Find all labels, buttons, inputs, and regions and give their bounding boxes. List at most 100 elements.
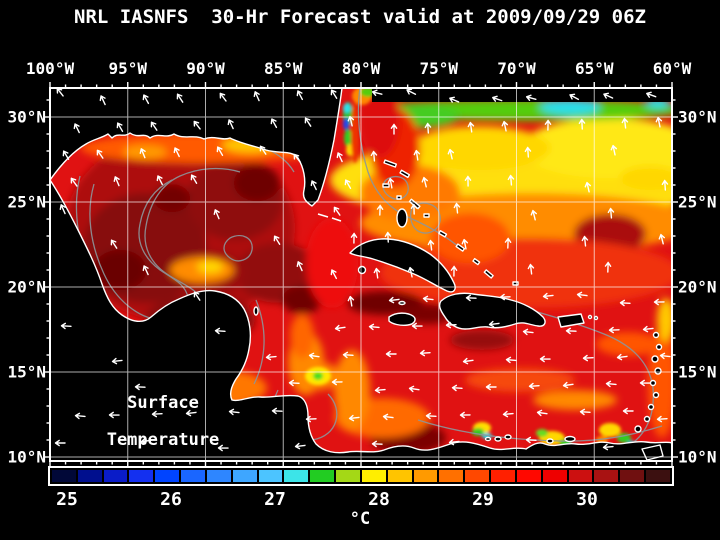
island	[253, 306, 259, 316]
wind-arrow-icon	[658, 233, 666, 245]
wind-arrow-icon	[581, 235, 589, 247]
wind-arrow-icon	[111, 357, 123, 365]
colorbar-swatch	[465, 470, 490, 482]
left-axis-label: 20°N	[7, 277, 46, 297]
wind-arrow-icon	[382, 413, 394, 421]
wind-arrow-icon	[288, 379, 300, 387]
wind-arrow-icon	[270, 118, 278, 129]
wind-arrow-icon	[74, 412, 86, 420]
map-annotation-line2: Temperature	[106, 430, 220, 450]
wind-arrow-icon	[407, 266, 415, 278]
wind-arrow-icon	[492, 95, 503, 102]
colorbar-swatch	[516, 470, 541, 482]
wind-arrow-icon	[411, 322, 423, 330]
wind-arrow-icon	[370, 150, 378, 162]
wind-arrow-icon	[310, 180, 317, 191]
top-axis-label: 70°W	[497, 59, 536, 78]
wind-arrow-icon	[259, 145, 267, 155]
wind-arrow-icon	[445, 321, 457, 329]
top-axis-label: 90°W	[186, 59, 225, 78]
wind-arrow-icon	[422, 295, 434, 303]
wind-arrow-icon	[142, 94, 150, 105]
wind-arrow-icon	[108, 411, 120, 419]
colorbar-unit: °C	[349, 509, 371, 529]
colorbar-tick-label: 28	[368, 489, 390, 510]
wind-arrow-icon	[544, 119, 552, 131]
wind-arrow-icon	[467, 121, 475, 133]
colorbar-tick-label: 25	[56, 489, 78, 510]
wind-arrow-icon	[333, 206, 341, 216]
wind-arrow-icon	[453, 202, 461, 214]
wind-arrows-layer	[54, 88, 671, 452]
left-axis-label: 15°N	[7, 362, 46, 382]
wind-arrow-icon	[424, 122, 432, 134]
wind-arrow-icon	[384, 231, 392, 243]
wind-arrow-icon	[507, 174, 515, 186]
wind-arrow-icon	[330, 89, 338, 99]
wind-arrow-icon	[449, 96, 460, 103]
wind-arrow-icon	[336, 152, 343, 163]
wind-arrow-icon	[485, 383, 497, 391]
wind-arrow-icon	[622, 407, 634, 415]
wind-arrow-icon	[374, 386, 386, 394]
wind-arrow-icon	[350, 232, 358, 244]
wind-arrow-icon	[406, 88, 417, 95]
wind-arrow-icon	[462, 357, 474, 365]
wind-arrow-icon	[110, 239, 118, 249]
page-title: NRL IASNFS 30-Hr Forecast valid at 2009/…	[74, 6, 646, 28]
wind-arrow-icon	[293, 153, 301, 163]
wind-arrow-icon	[347, 295, 355, 307]
wind-arrow-icon	[607, 207, 615, 219]
wind-arrow-icon	[176, 93, 184, 103]
colorbar-swatch	[181, 470, 205, 482]
wind-arrow-icon	[62, 150, 70, 160]
colorbar-swatch	[594, 470, 619, 482]
colorbar-swatch	[361, 470, 386, 482]
wind-arrow-icon	[368, 323, 380, 331]
top-axis-label: 60°W	[652, 59, 692, 78]
no-data-strip	[372, 88, 672, 102]
wind-arrow-icon	[253, 91, 260, 102]
wind-arrow-icon	[96, 149, 104, 159]
wind-arrow-icon	[427, 239, 435, 251]
wind-arrow-icon	[536, 409, 548, 417]
temperature-colorbar	[48, 466, 674, 486]
wind-arrow-icon	[54, 439, 66, 447]
colorbar-swatch	[310, 470, 335, 482]
wind-arrow-icon	[185, 409, 197, 417]
map-annotation: Surface Temperature	[100, 393, 226, 467]
colorbar-swatch	[232, 470, 257, 482]
wind-arrow-icon	[385, 350, 397, 358]
left-axis-label: 30°N	[7, 107, 46, 127]
wind-arrow-icon	[219, 92, 227, 102]
wind-arrow-icon	[639, 379, 651, 387]
wind-arrow-icon	[504, 237, 512, 249]
colorbar-swatch	[568, 470, 593, 482]
wind-arrow-icon	[646, 91, 657, 98]
wind-arrow-icon	[602, 443, 614, 451]
wind-arrow-icon	[447, 148, 455, 160]
wind-arrow-icon	[576, 291, 588, 299]
wind-arrow-icon	[330, 269, 338, 280]
wind-arrow-icon	[579, 408, 591, 416]
wind-arrow-icon	[59, 204, 66, 215]
top-axis-label: 75°W	[419, 59, 459, 78]
colorbar-swatch	[413, 470, 438, 482]
left-axis-label: 25°N	[7, 192, 46, 212]
wind-arrow-icon	[661, 179, 669, 191]
wind-arrow-icon	[342, 351, 354, 359]
wind-arrow-icon	[653, 298, 665, 306]
wind-arrow-icon	[265, 353, 277, 361]
wind-arrow-icon	[562, 381, 574, 389]
left-axis-label: 10°N	[7, 447, 46, 467]
wind-arrow-icon	[499, 293, 511, 301]
land-hispaniola	[438, 292, 546, 330]
wind-arrow-icon	[388, 296, 400, 304]
wind-arrow-icon	[501, 120, 509, 132]
land-jamaica	[388, 312, 416, 326]
wind-arrow-icon	[524, 146, 532, 158]
wind-arrow-icon	[376, 204, 384, 216]
wind-arrow-icon	[304, 117, 312, 127]
colorbar-swatch	[646, 470, 670, 482]
